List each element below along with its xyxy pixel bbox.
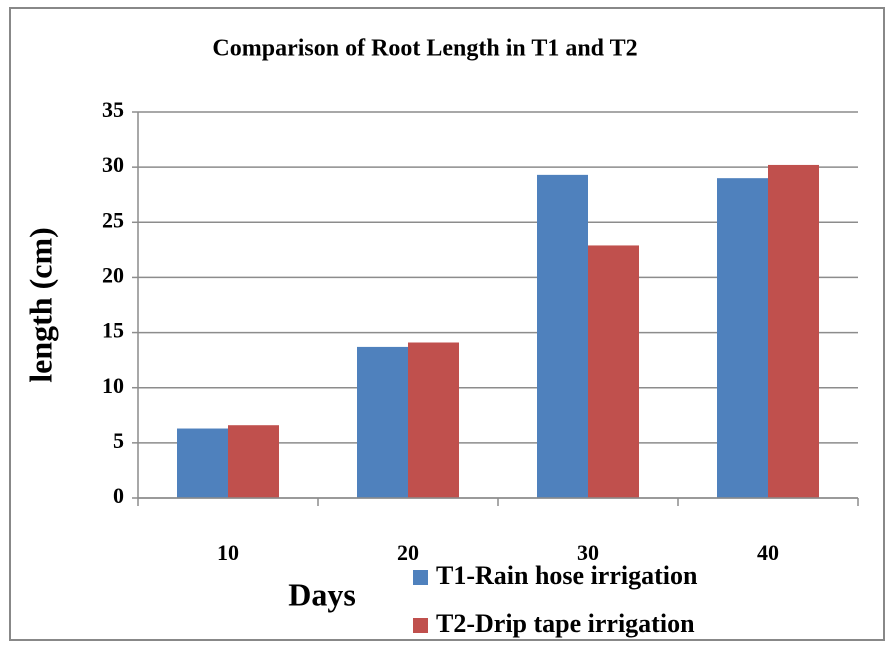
legend-label: T2-Drip tape irrigation: [436, 609, 695, 638]
y-tick-label: 10: [102, 373, 124, 398]
bar: [768, 164, 819, 499]
legend-swatch: [413, 618, 428, 633]
bar: [177, 428, 228, 498]
x-tick-label: 10: [217, 540, 239, 565]
y-tick-label: 15: [102, 318, 124, 343]
x-tick-label: 30: [577, 540, 599, 565]
bar: [357, 346, 408, 498]
x-tick-label: 40: [757, 540, 779, 565]
bar: [717, 178, 768, 498]
bar: [588, 245, 639, 498]
y-tick-label: 5: [113, 428, 124, 453]
y-tick-label: 0: [113, 483, 124, 508]
bar: [537, 174, 588, 498]
y-axis-label: length (cm): [22, 227, 58, 383]
bar: [408, 342, 459, 498]
bar: [228, 425, 279, 498]
y-tick-label: 25: [102, 207, 124, 232]
x-tick-label: 20: [397, 540, 419, 565]
legend-label: T1-Rain hose irrigation: [436, 561, 698, 590]
chart-title: Comparison of Root Length in T1 and T2: [212, 36, 637, 62]
y-tick-label: 20: [102, 262, 124, 287]
y-tick-label: 35: [102, 97, 124, 122]
legend-swatch: [413, 570, 428, 585]
x-axis-label: Days: [288, 576, 356, 612]
y-tick-label: 30: [102, 152, 124, 177]
